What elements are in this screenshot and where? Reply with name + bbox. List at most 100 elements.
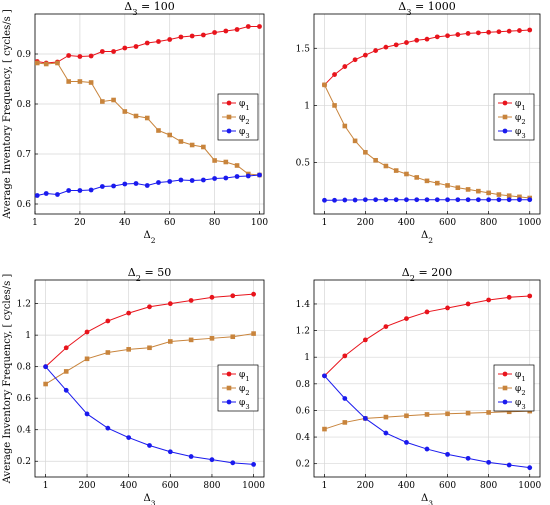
- data-point: [506, 409, 512, 415]
- data-point: [363, 149, 368, 155]
- y-tick-label: 0.2: [17, 457, 31, 467]
- legend-marker: [502, 385, 508, 391]
- legend-label: φ3: [515, 398, 526, 411]
- data-point: [475, 197, 481, 203]
- data-point: [383, 163, 389, 169]
- data-point: [445, 411, 450, 417]
- legend-label: φ3: [239, 127, 250, 140]
- data-point: [234, 174, 240, 179]
- data-point: [55, 192, 60, 197]
- data-point: [223, 159, 229, 165]
- legend-marker: [502, 371, 508, 377]
- data-point: [77, 54, 83, 59]
- data-point: [465, 197, 471, 203]
- data-point: [414, 175, 420, 180]
- data-point: [383, 44, 389, 50]
- chart-panel-1: 1 20 40 60 80 100 0.6 0.7 0.8 0.9 Δ3 = 100 Δ2 Averag…: [2, 0, 268, 245]
- data-point: [445, 305, 450, 311]
- x-tick-label: 60: [164, 218, 176, 228]
- data-point: [527, 465, 533, 471]
- data-point: [66, 79, 71, 84]
- data-point: [322, 426, 327, 432]
- y-tick-label: 1: [304, 101, 310, 111]
- data-point: [99, 184, 105, 189]
- data-point: [373, 197, 379, 203]
- y-tick-label: 1: [304, 353, 310, 363]
- data-point: [212, 158, 217, 163]
- data-point: [167, 132, 173, 138]
- data-point: [77, 188, 83, 193]
- data-point: [105, 350, 111, 355]
- data-point: [332, 72, 337, 77]
- chart-title: Δ2 = 200: [402, 266, 452, 283]
- data-point: [434, 34, 440, 40]
- plot-frame: [34, 13, 265, 215]
- data-point: [122, 181, 128, 187]
- data-point: [445, 451, 450, 457]
- data-point: [362, 197, 368, 203]
- data-point: [455, 185, 461, 191]
- legend-marker: [502, 100, 508, 106]
- legend-label: φ2: [239, 384, 250, 397]
- data-point: [322, 373, 327, 379]
- series-3: [322, 197, 533, 203]
- data-point: [209, 294, 215, 300]
- data-point: [404, 316, 409, 322]
- data-point: [342, 420, 348, 425]
- data-point: [445, 33, 450, 39]
- data-point: [424, 197, 430, 203]
- data-point: [486, 410, 491, 415]
- data-point: [99, 49, 105, 54]
- y-tick-label: 0.5: [296, 159, 311, 169]
- data-point: [178, 34, 184, 40]
- chart-title: Δ2 = 50: [128, 266, 171, 283]
- series-line: [324, 295, 530, 377]
- data-point: [352, 197, 358, 203]
- legend-marker: [226, 100, 232, 106]
- y-tick-label: 0.9: [17, 50, 32, 60]
- data-point: [212, 176, 218, 181]
- data-point: [496, 29, 502, 35]
- plot-frame: [34, 279, 265, 478]
- legend-marker: [226, 128, 232, 134]
- y-tick-label: 1.4: [296, 300, 311, 310]
- data-point: [404, 197, 409, 203]
- data-point: [414, 197, 420, 203]
- plot-frame: [313, 13, 541, 215]
- data-point: [465, 410, 471, 416]
- x-axis-label: Δ3: [143, 493, 155, 505]
- data-point: [209, 336, 215, 341]
- data-point: [486, 459, 492, 465]
- data-point: [257, 172, 262, 178]
- legend-marker: [226, 399, 232, 405]
- data-point: [342, 64, 348, 69]
- series-2: [322, 82, 533, 201]
- data-point: [63, 345, 69, 351]
- data-point: [506, 193, 512, 199]
- data-point: [43, 364, 49, 370]
- data-point: [34, 193, 40, 198]
- data-point: [189, 142, 195, 148]
- data-point: [84, 356, 90, 362]
- data-point: [167, 179, 173, 184]
- data-point: [147, 443, 152, 448]
- data-point: [188, 454, 194, 459]
- data-point: [88, 53, 94, 59]
- data-point: [189, 33, 195, 39]
- data-point: [212, 30, 218, 35]
- series-3: [322, 373, 533, 471]
- y-tick-label: 0.4: [17, 426, 32, 436]
- chart-panel-4: 1 200 400 600 800 1000 0.2 0.4 0.6 0.8 1 1.2 1.4 Δ2 =…: [296, 266, 542, 505]
- data-point: [506, 462, 512, 468]
- series-1: [43, 291, 256, 370]
- legend-label: φ3: [515, 127, 526, 140]
- y-tick-label: 0.2: [296, 460, 310, 470]
- data-point: [404, 40, 409, 45]
- data-point: [352, 57, 358, 63]
- data-point: [393, 197, 399, 203]
- data-point: [465, 187, 471, 192]
- x-tick-label: 100: [251, 218, 268, 228]
- data-point: [66, 188, 72, 193]
- data-point: [496, 197, 502, 203]
- data-point: [393, 42, 399, 48]
